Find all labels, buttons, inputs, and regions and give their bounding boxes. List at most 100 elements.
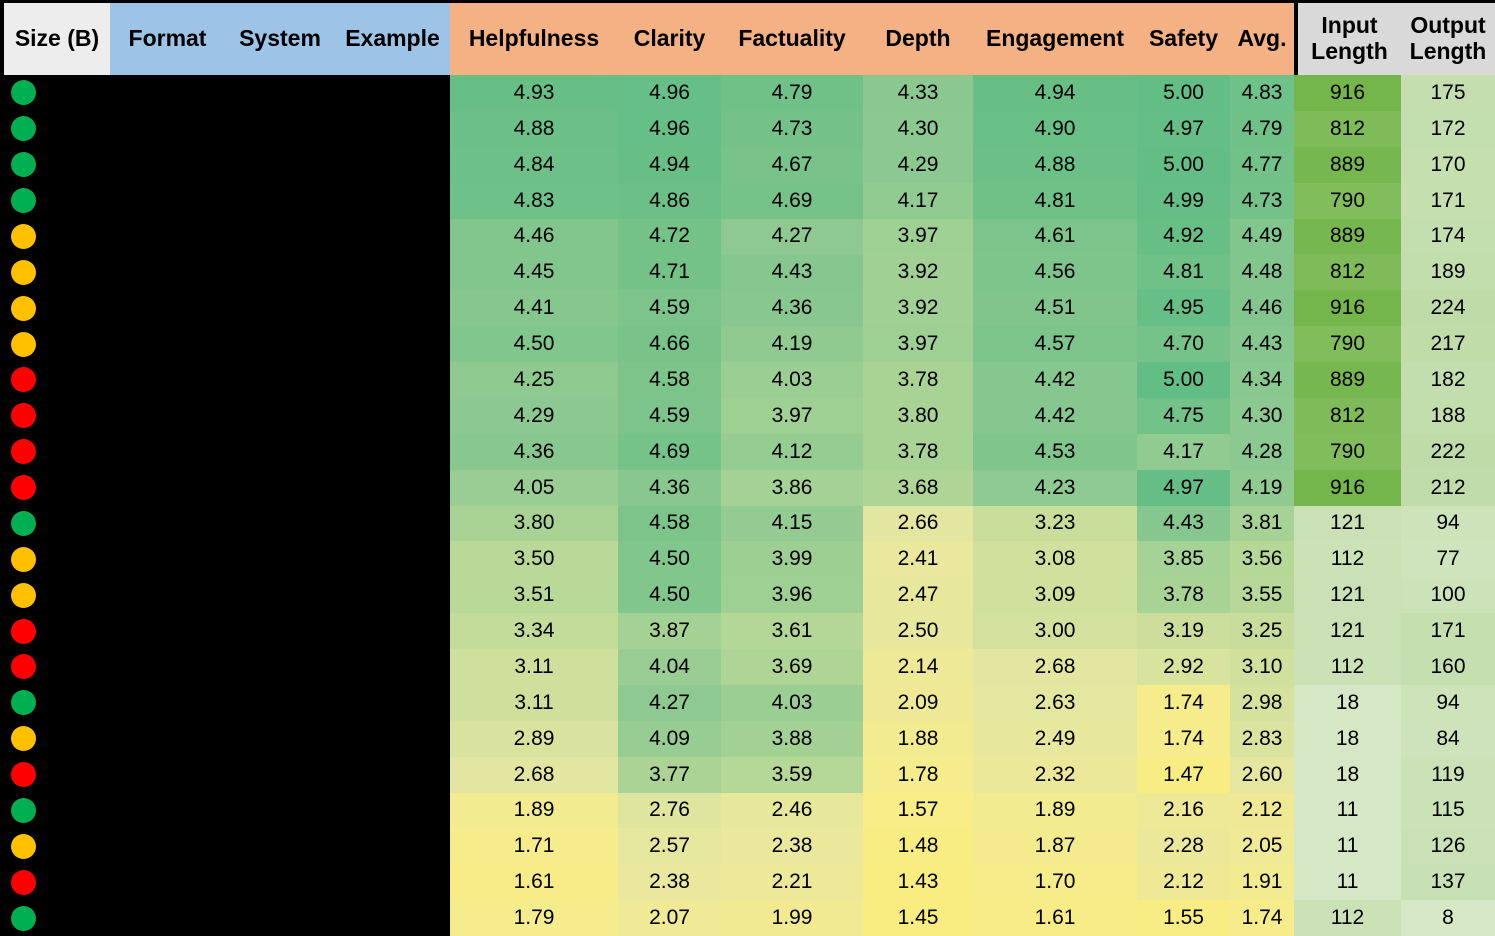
score-cell-depth: 2.50	[863, 613, 973, 649]
output-length-cell: 94	[1401, 684, 1495, 721]
score-cell-factuality: 3.96	[721, 577, 863, 614]
input-length-cell: 790	[1294, 326, 1401, 362]
input-length-cell: 916	[1294, 469, 1401, 506]
score-cell-helpfulness: 2.68	[450, 756, 618, 793]
input-length-cell: 812	[1294, 110, 1401, 147]
input-length-cell: 11	[1294, 828, 1401, 865]
redacted-meta-cells	[110, 828, 450, 865]
score-cell-avg: 4.83	[1230, 75, 1294, 111]
score-cell-helpfulness: 4.84	[450, 146, 618, 183]
score-cell-clarity: 2.38	[618, 864, 721, 901]
score-cell-depth: 1.48	[863, 828, 973, 865]
score-cell-clarity: 4.59	[618, 290, 721, 327]
score-cell-factuality: 4.03	[721, 362, 863, 398]
score-cell-factuality: 3.61	[721, 613, 863, 649]
redacted-meta-cells	[110, 110, 450, 147]
score-cell-factuality: 3.99	[721, 541, 863, 578]
score-cell-engagement: 1.70	[973, 864, 1137, 901]
input-length-cell: 812	[1294, 397, 1401, 434]
size-dot-green	[11, 188, 36, 214]
size-dot-cell	[4, 506, 110, 542]
score-cell-clarity: 4.50	[618, 541, 721, 578]
output-length-cell: 8	[1401, 900, 1495, 936]
score-cell-safety: 4.43	[1137, 505, 1230, 542]
score-cell-avg: 4.30	[1230, 397, 1294, 434]
input-length-cell: 18	[1294, 756, 1401, 793]
score-cell-factuality: 4.36	[721, 290, 863, 327]
score-cell-safety: 3.85	[1137, 541, 1230, 578]
score-cell-safety: 4.95	[1137, 290, 1230, 327]
header-engagement: Engagement	[973, 3, 1137, 75]
score-cell-engagement: 3.08	[973, 541, 1137, 578]
redacted-meta-cells	[110, 326, 450, 362]
size-dot-green	[11, 905, 36, 931]
score-cell-factuality: 1.99	[721, 900, 863, 936]
score-cell-depth: 2.66	[863, 505, 973, 542]
score-cell-avg: 4.28	[1230, 433, 1294, 470]
redacted-meta-cells	[110, 182, 450, 219]
score-cell-avg: 2.98	[1230, 684, 1294, 721]
score-cell-avg: 3.10	[1230, 649, 1294, 685]
size-dot-cell	[4, 828, 110, 864]
score-cell-factuality: 3.88	[721, 720, 863, 757]
header-safety: Safety	[1137, 3, 1230, 75]
score-cell-safety: 1.74	[1137, 684, 1230, 721]
score-cell-factuality: 4.79	[721, 75, 863, 111]
score-cell-avg: 4.43	[1230, 326, 1294, 362]
score-cell-depth: 4.17	[863, 182, 973, 219]
score-cell-avg: 4.19	[1230, 469, 1294, 506]
redacted-meta-cells	[110, 505, 450, 542]
score-cell-depth: 1.43	[863, 864, 973, 901]
score-cell-engagement: 4.90	[973, 110, 1137, 147]
score-cell-helpfulness: 4.88	[450, 110, 618, 147]
score-cell-helpfulness: 4.45	[450, 254, 618, 291]
size-dot-cell	[4, 577, 110, 613]
output-length-cell: 137	[1401, 864, 1495, 901]
size-dot-cell	[4, 434, 110, 470]
score-cell-avg: 2.12	[1230, 792, 1294, 829]
size-dot-cell	[4, 147, 110, 183]
score-cell-safety: 4.97	[1137, 110, 1230, 147]
score-cell-engagement: 4.23	[973, 469, 1137, 506]
score-cell-clarity: 4.58	[618, 362, 721, 398]
score-cell-clarity: 4.96	[618, 110, 721, 147]
size-dot-cell	[4, 111, 110, 147]
output-length-cell: 126	[1401, 828, 1495, 865]
score-cell-factuality: 3.69	[721, 649, 863, 685]
size-dot-cell	[4, 793, 110, 829]
score-cell-helpfulness: 3.80	[450, 505, 618, 542]
score-cell-helpfulness: 4.29	[450, 397, 618, 434]
header-size: Size (B)	[4, 3, 110, 75]
size-dot-red	[11, 762, 36, 788]
output-length-cell: 188	[1401, 397, 1495, 434]
output-length-cell: 175	[1401, 75, 1495, 111]
header-output-length: Output Length	[1401, 3, 1495, 75]
redacted-meta-cells	[110, 577, 450, 614]
input-length-cell: 11	[1294, 792, 1401, 829]
redacted-meta-cells	[110, 792, 450, 829]
redacted-meta-cells	[110, 613, 450, 649]
score-cell-clarity: 2.76	[618, 792, 721, 829]
score-cell-safety: 1.74	[1137, 720, 1230, 757]
input-length-cell: 18	[1294, 684, 1401, 721]
score-cell-factuality: 2.21	[721, 864, 863, 901]
score-cell-avg: 3.25	[1230, 613, 1294, 649]
size-dot-green	[11, 116, 36, 142]
score-cell-safety: 1.55	[1137, 900, 1230, 936]
score-cell-depth: 2.09	[863, 684, 973, 721]
score-cell-engagement: 2.63	[973, 684, 1137, 721]
score-cell-factuality: 4.67	[721, 146, 863, 183]
score-cell-avg: 2.83	[1230, 720, 1294, 757]
score-cell-depth: 1.88	[863, 720, 973, 757]
score-cell-clarity: 4.59	[618, 397, 721, 434]
score-cell-clarity: 4.66	[618, 326, 721, 362]
score-cell-factuality: 3.97	[721, 397, 863, 434]
redacted-meta-cells	[110, 900, 450, 936]
size-dot-red	[11, 403, 36, 429]
score-cell-engagement: 3.23	[973, 505, 1137, 542]
header-system: System	[225, 3, 335, 75]
input-length-cell: 121	[1294, 613, 1401, 649]
score-cell-avg: 1.91	[1230, 864, 1294, 901]
score-cell-factuality: 4.69	[721, 182, 863, 219]
size-dot-cell	[4, 290, 110, 326]
